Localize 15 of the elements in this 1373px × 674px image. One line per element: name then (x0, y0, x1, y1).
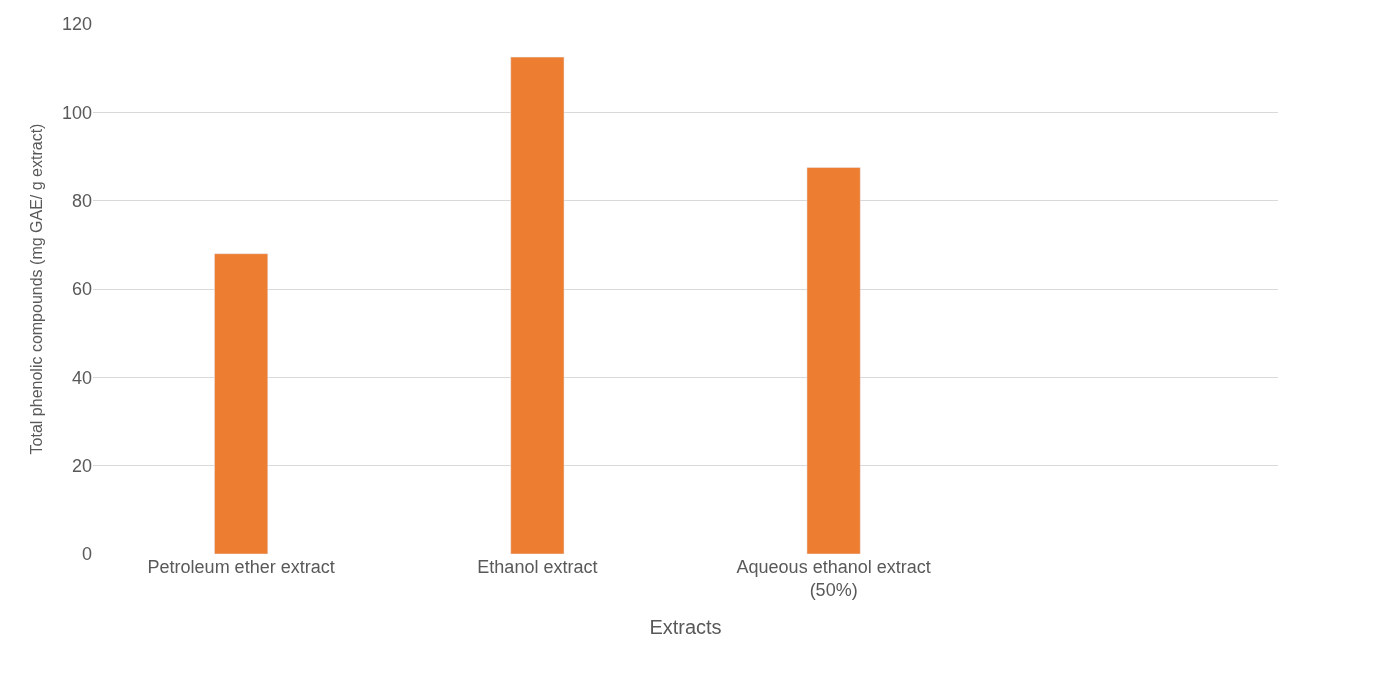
y-tick-label: 60 (71, 279, 92, 300)
x-tick-label: Ethanol extract (477, 557, 598, 577)
y-tick-label: 100 (61, 102, 92, 123)
bar (214, 253, 269, 554)
y-tick-label: 120 (61, 14, 92, 35)
x-axis-title: Extracts (649, 615, 722, 638)
y-tick-label: 80 (71, 190, 92, 211)
y-tick-label: 20 (71, 455, 92, 476)
x-tick-label: Petroleum ether extract (147, 557, 335, 577)
y-tick-label: 40 (71, 367, 92, 388)
bar (806, 167, 861, 554)
x-tick-label: Aqueous ethanol extract (50%) (736, 557, 931, 601)
bar (510, 56, 565, 554)
y-tick-label: 0 (81, 544, 92, 565)
y-axis-title: Total phenolic compounds (mg GAE/ g extract) (27, 123, 45, 455)
